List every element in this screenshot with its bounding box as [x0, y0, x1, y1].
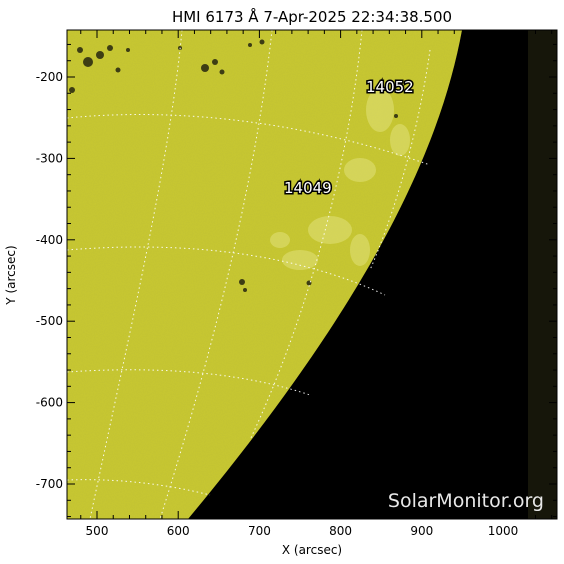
- x-tick-label: 900: [410, 524, 433, 538]
- x-tick-label: 700: [248, 524, 271, 538]
- y-tick-label: -700: [36, 477, 63, 491]
- figure-title: HMI 6173 Å 7-Apr-2025 22:34:38.500: [172, 7, 452, 26]
- sunspots: [69, 39, 398, 292]
- faculae: [270, 88, 410, 270]
- y-tick-label: -600: [36, 396, 63, 410]
- plot-frame: [66, 29, 558, 520]
- y-axis-label: Y (arcsec): [4, 245, 18, 305]
- x-tick-label: 1000: [488, 524, 519, 538]
- disk-texture: [67, 30, 462, 519]
- y-tick-label: -200: [36, 70, 63, 84]
- x-tick-label: 500: [86, 524, 109, 538]
- y-tick-label: -400: [36, 233, 63, 247]
- plot-area: 14052 14049 SolarMonitor.org: [67, 30, 557, 519]
- x-tick-label: 600: [167, 524, 190, 538]
- x-axis-ticks: 500 600 700 800 900 1000: [80, 30, 553, 538]
- region-label-14049: 14049: [284, 179, 332, 197]
- y-tick-label: -300: [36, 151, 63, 165]
- heliographic-grid: [67, 30, 431, 519]
- right-edge-strip: [528, 30, 557, 519]
- x-tick-label: 800: [329, 524, 352, 538]
- y-tick-label: -500: [36, 314, 63, 328]
- x-axis-label: X (arcsec): [282, 543, 342, 557]
- region-label-14052: 14052: [366, 78, 414, 96]
- y-axis-ticks: -200 -300 -400 -500 -600 -700: [36, 43, 557, 518]
- watermark: SolarMonitor.org: [388, 490, 544, 512]
